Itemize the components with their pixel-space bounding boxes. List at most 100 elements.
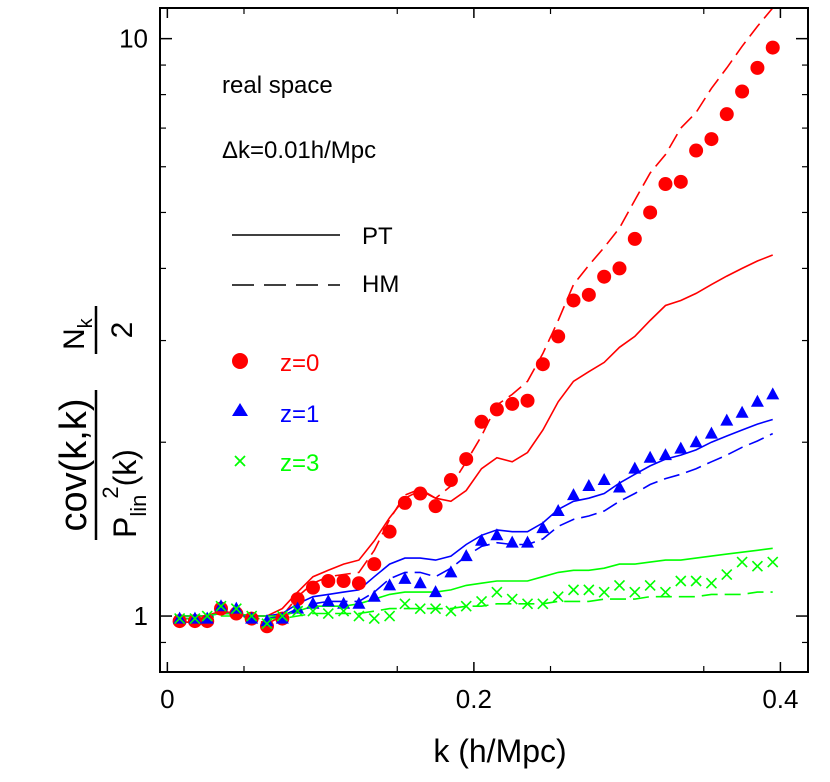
data-point-z3 bbox=[399, 598, 411, 610]
line-layer bbox=[174, 8, 774, 625]
cross-stroke bbox=[613, 579, 626, 591]
data-point-z0 bbox=[735, 84, 750, 99]
data-point-z3 bbox=[322, 607, 334, 620]
data-point-z3 bbox=[368, 612, 380, 625]
data-point-z3 bbox=[414, 603, 426, 615]
cross-stroke bbox=[292, 605, 304, 617]
data-point-z1 bbox=[429, 585, 443, 598]
data-point-z3 bbox=[506, 593, 518, 605]
pt-line-z0 bbox=[175, 254, 773, 617]
data-point-z0 bbox=[305, 580, 320, 595]
data-point-z1 bbox=[704, 426, 718, 439]
data-point-z0 bbox=[612, 261, 627, 276]
data-point-z1 bbox=[337, 596, 351, 609]
cross-stroke bbox=[583, 584, 595, 596]
cross-stroke bbox=[174, 612, 186, 625]
data-point-z1 bbox=[551, 504, 565, 517]
data-point-z0 bbox=[382, 524, 397, 539]
data-point-z0 bbox=[597, 269, 612, 284]
cross-stroke bbox=[189, 612, 201, 625]
cross-stroke bbox=[368, 612, 380, 625]
cross-stroke bbox=[414, 603, 426, 615]
x-tick-label: 0.2 bbox=[456, 684, 492, 714]
data-point-z3 bbox=[659, 586, 672, 598]
data-point-z3 bbox=[189, 612, 201, 625]
y-title-numerator: cov(k,k) bbox=[53, 399, 95, 532]
data-point-z3 bbox=[521, 598, 534, 610]
data-point-z1 bbox=[735, 405, 749, 418]
data-point-z1 bbox=[766, 387, 780, 400]
cross-stroke bbox=[629, 586, 641, 598]
data-point-z1 bbox=[597, 473, 611, 486]
cross-stroke bbox=[230, 603, 242, 615]
data-point-z3 bbox=[215, 600, 227, 612]
cross-stroke bbox=[537, 598, 549, 610]
cross-stroke bbox=[322, 607, 334, 620]
data-point-z0 bbox=[689, 143, 704, 158]
data-point-z3 bbox=[644, 579, 656, 591]
data-point-z0 bbox=[551, 329, 566, 344]
y-title-factor-denominator: 2 bbox=[106, 322, 139, 339]
data-point-z3 bbox=[292, 605, 304, 617]
cross-stroke bbox=[491, 586, 503, 598]
cross-stroke bbox=[201, 610, 213, 622]
data-point-z1 bbox=[367, 589, 381, 602]
legend-marker-cross bbox=[234, 455, 246, 467]
data-point-z1 bbox=[567, 488, 581, 501]
data-point-z0 bbox=[658, 177, 673, 192]
data-point-z1 bbox=[306, 596, 320, 609]
data-point-z3 bbox=[230, 603, 242, 615]
data-point-z1 bbox=[612, 480, 626, 493]
legend-label-z0: z=0 bbox=[280, 350, 319, 377]
y-tick-label: 1 bbox=[134, 601, 148, 631]
data-point-z3 bbox=[276, 610, 288, 622]
legend-label-z3: z=3 bbox=[280, 450, 319, 477]
annotation-real-space: real space bbox=[222, 72, 333, 99]
data-point-z3 bbox=[307, 605, 319, 617]
y-axis-title: cov(k,k) Plin2(k) Nk 2 bbox=[53, 306, 151, 540]
data-point-z3 bbox=[353, 610, 365, 622]
y-title-denominator: Plin2(k) bbox=[98, 449, 151, 538]
data-point-z1 bbox=[674, 441, 688, 454]
data-point-z3 bbox=[751, 560, 763, 572]
data-point-z3 bbox=[736, 556, 748, 568]
legend-label-z1: z=1 bbox=[280, 401, 319, 428]
data-point-z1 bbox=[521, 535, 535, 548]
cross-stroke bbox=[445, 605, 457, 617]
ticks-layer: 0 0.2 0.4 1 10 bbox=[119, 8, 808, 714]
cross-stroke bbox=[767, 556, 779, 568]
legend-marker-circle bbox=[232, 353, 248, 369]
data-point-z0 bbox=[704, 132, 719, 147]
data-point-z1 bbox=[321, 594, 335, 607]
data-point-z1 bbox=[352, 596, 366, 609]
data-point-z3 bbox=[460, 600, 472, 612]
data-point-z3 bbox=[552, 591, 564, 603]
data-point-z3 bbox=[690, 575, 702, 587]
data-point-z3 bbox=[721, 568, 733, 581]
data-point-z0 bbox=[321, 573, 336, 588]
data-point-z1 bbox=[750, 394, 764, 407]
data-point-z0 bbox=[535, 357, 550, 372]
cross-stroke bbox=[659, 586, 672, 598]
y-tick-label: 10 bbox=[119, 24, 148, 54]
plot-frame bbox=[159, 7, 809, 673]
data-point-z1 bbox=[291, 601, 305, 614]
data-point-z3 bbox=[384, 610, 396, 622]
data-point-z3 bbox=[430, 603, 442, 615]
data-point-z3 bbox=[174, 612, 186, 625]
data-point-z1 bbox=[413, 576, 427, 589]
cross-stroke bbox=[430, 603, 442, 615]
data-point-z0 bbox=[459, 452, 474, 467]
data-point-z0 bbox=[643, 205, 658, 220]
cross-stroke bbox=[644, 579, 656, 591]
cross-stroke bbox=[399, 598, 411, 610]
data-point-z1 bbox=[536, 521, 550, 534]
x-axis-title: k (h/Mpc) bbox=[433, 733, 566, 769]
data-point-z1 bbox=[475, 533, 489, 546]
cross-stroke bbox=[338, 605, 350, 617]
y-title-factor-numerator: Nk bbox=[58, 317, 97, 350]
data-point-z0 bbox=[351, 576, 366, 591]
data-point-z1 bbox=[628, 461, 642, 474]
data-point-z1 bbox=[582, 478, 596, 491]
